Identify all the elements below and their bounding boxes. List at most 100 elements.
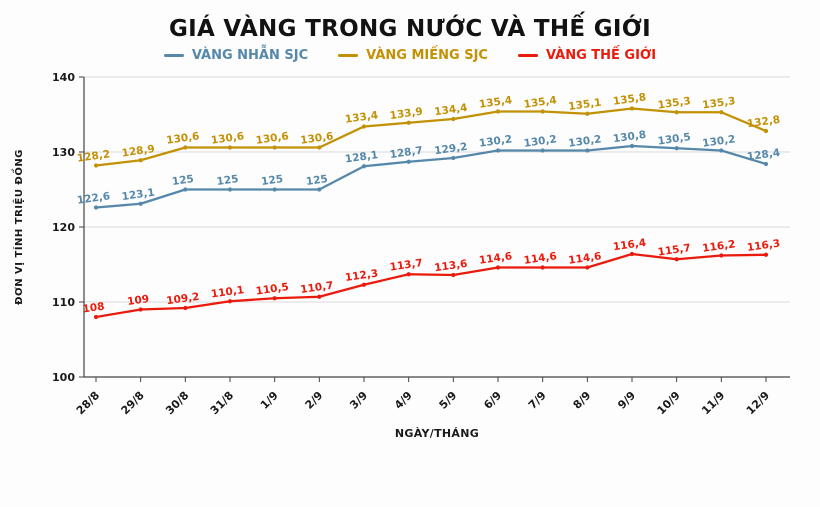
- x-tick-label: 1/9: [258, 389, 281, 412]
- data-point: [763, 252, 769, 257]
- data-point: [361, 164, 367, 169]
- data-point: [451, 272, 456, 278]
- data-label: 130,6: [166, 130, 201, 147]
- data-label: 113,7: [389, 257, 424, 274]
- data-label: 130,5: [657, 131, 692, 148]
- chart-title: GIÁ VÀNG TRONG NƯỚC VÀ THẾ GIỚI: [168, 16, 652, 42]
- data-label: 130,8: [612, 129, 647, 146]
- data-point: [317, 145, 322, 150]
- data-label: 135,3: [657, 95, 692, 112]
- data-point: [361, 124, 367, 129]
- data-point: [138, 201, 143, 206]
- data-point: [719, 253, 724, 258]
- data-label: 130,2: [568, 133, 603, 150]
- data-point: [227, 145, 233, 150]
- data-point: [138, 307, 143, 312]
- data-point: [183, 305, 188, 311]
- data-label: 110,5: [255, 281, 290, 298]
- data-label: 115,7: [657, 242, 692, 259]
- data-point: [629, 143, 635, 149]
- x-tick-label: 6/9: [481, 389, 504, 412]
- x-tick-label: 8/9: [571, 389, 594, 412]
- x-tick-label: 3/9: [347, 389, 370, 412]
- x-tick-label: 4/9: [392, 389, 415, 412]
- data-label: 128,2: [76, 148, 111, 165]
- data-label: 113,6: [434, 258, 469, 275]
- data-label: 130,6: [300, 130, 335, 147]
- data-label: 125: [305, 173, 328, 188]
- data-point: [272, 187, 277, 192]
- data-point: [138, 158, 143, 163]
- legend-label: VÀNG MIẾNG SJC: [366, 48, 488, 63]
- data-point: [406, 272, 411, 277]
- x-tick-label: 31/8: [208, 389, 236, 417]
- data-label: 128,4: [746, 147, 781, 164]
- gold-price-line-chart: 100 110 120 130 140 28/8 29/8 30/8 31/8 1/9 2/9 3/9…: [10, 71, 790, 440]
- data-label: 135,4: [523, 94, 558, 111]
- data-point: [763, 128, 769, 134]
- data-label: 135,3: [702, 95, 737, 112]
- data-label: 112,3: [344, 268, 379, 285]
- data-point: [540, 109, 545, 114]
- x-tick-label: 29/8: [119, 389, 147, 417]
- data-label: 125: [216, 173, 239, 188]
- x-tick-label: 28/8: [74, 389, 102, 417]
- data-point: [540, 148, 545, 153]
- x-tick-label: 11/9: [699, 389, 727, 417]
- legend-item-0: VÀNG NHẪN SJC: [163, 48, 309, 63]
- data-label: 134,4: [434, 102, 469, 119]
- legend: VÀNG NHẪN SJC VÀNG MIẾNG SJC VÀNG THẾ GIỚI: [0, 48, 820, 63]
- x-tick-label: 5/9: [437, 389, 460, 412]
- data-label: 133,9: [389, 106, 424, 123]
- x-tick-label: 7/9: [526, 389, 549, 412]
- data-point: [719, 148, 724, 153]
- data-point: [495, 265, 501, 270]
- data-point: [361, 282, 367, 287]
- data-label: 130,6: [255, 130, 290, 147]
- data-label: 128,1: [344, 149, 379, 166]
- data-label: 109: [127, 293, 150, 308]
- data-label: 116,4: [612, 237, 647, 254]
- data-point: [93, 163, 99, 168]
- data-label: 114,6: [523, 250, 558, 267]
- data-point: [629, 106, 635, 111]
- data-point: [227, 299, 233, 304]
- data-label: 135,4: [478, 94, 513, 111]
- data-point: [451, 116, 456, 122]
- data-point: [317, 294, 322, 299]
- data-label: 125: [171, 173, 194, 188]
- data-point: [585, 111, 590, 116]
- x-tick-label: 10/9: [655, 389, 683, 417]
- y-tick-label: 110: [52, 296, 75, 309]
- x-axis-title: NGÀY/THÁNG: [395, 427, 479, 440]
- data-label: 114,6: [568, 250, 603, 267]
- x-tick-label: 30/8: [163, 389, 191, 417]
- data-label: 130,2: [702, 133, 737, 150]
- data-point: [763, 161, 769, 167]
- data-point: [495, 109, 501, 114]
- data-point: [183, 187, 188, 192]
- data-label: 130,6: [210, 130, 245, 147]
- data-label: 110,1: [210, 284, 245, 301]
- data-label: 108: [82, 301, 105, 316]
- data-point: [585, 148, 590, 153]
- data-label: 125: [261, 173, 284, 188]
- data-label: 109,2: [166, 291, 201, 308]
- data-point: [540, 265, 545, 270]
- data-point: [93, 205, 99, 210]
- data-label: 129,2: [434, 141, 469, 158]
- data-label: 110,7: [300, 280, 335, 297]
- data-point: [183, 145, 188, 150]
- legend-label: VÀNG NHẪN SJC: [191, 48, 309, 63]
- x-tick-label: 9/9: [615, 389, 638, 412]
- data-point: [93, 314, 99, 320]
- data-label: 133,4: [344, 109, 379, 126]
- data-point: [451, 155, 456, 161]
- data-point: [674, 146, 679, 151]
- data-label: 128,7: [389, 145, 424, 162]
- legend-dash-icon: [517, 54, 538, 57]
- data-point: [674, 110, 679, 115]
- data-point: [406, 120, 411, 125]
- data-label: 128,9: [121, 143, 156, 160]
